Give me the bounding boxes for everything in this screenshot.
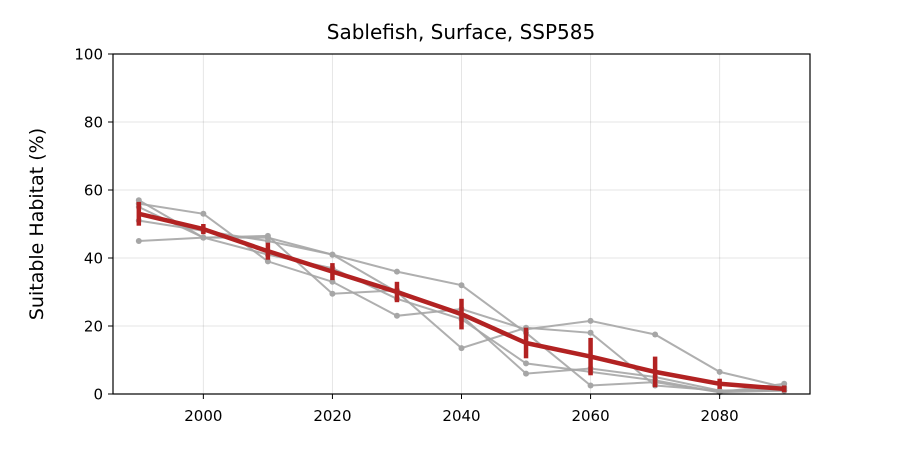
y-tick-label: 20 xyxy=(84,318,103,336)
y-tick-label: 80 xyxy=(84,114,103,132)
member-point xyxy=(200,210,207,217)
y-tick-label: 60 xyxy=(84,182,103,200)
member-point xyxy=(329,290,336,297)
x-tick-label: 2080 xyxy=(701,407,739,425)
member-point xyxy=(587,329,594,336)
y-tick-label: 0 xyxy=(93,386,103,404)
member-point xyxy=(716,368,723,375)
member-point xyxy=(264,258,271,265)
member-point xyxy=(652,331,659,338)
member-point xyxy=(264,232,271,239)
member-point xyxy=(393,312,400,319)
y-axis-title: Suitable Habitat (%) xyxy=(26,128,48,320)
member-point xyxy=(587,317,594,324)
member-point xyxy=(264,238,271,244)
member-point xyxy=(329,251,336,258)
member-point xyxy=(458,282,465,289)
member-point xyxy=(458,345,465,352)
y-tick-label: 40 xyxy=(84,250,103,268)
member-point xyxy=(393,268,400,275)
member-point xyxy=(135,238,142,244)
ensemble-mean-line xyxy=(136,201,787,393)
x-tick-label: 2020 xyxy=(313,407,351,425)
x-tick-label: 2000 xyxy=(184,407,222,425)
member-point xyxy=(200,234,207,241)
member-point xyxy=(523,370,530,377)
x-tick-label: 2040 xyxy=(442,407,480,425)
member-point xyxy=(523,360,530,367)
y-tick-label: 100 xyxy=(74,46,103,64)
member-point xyxy=(329,278,336,285)
x-tick-label: 2060 xyxy=(571,407,609,425)
member-point xyxy=(587,382,594,389)
chart-title: Sablefish, Surface, SSP585 xyxy=(327,20,595,44)
